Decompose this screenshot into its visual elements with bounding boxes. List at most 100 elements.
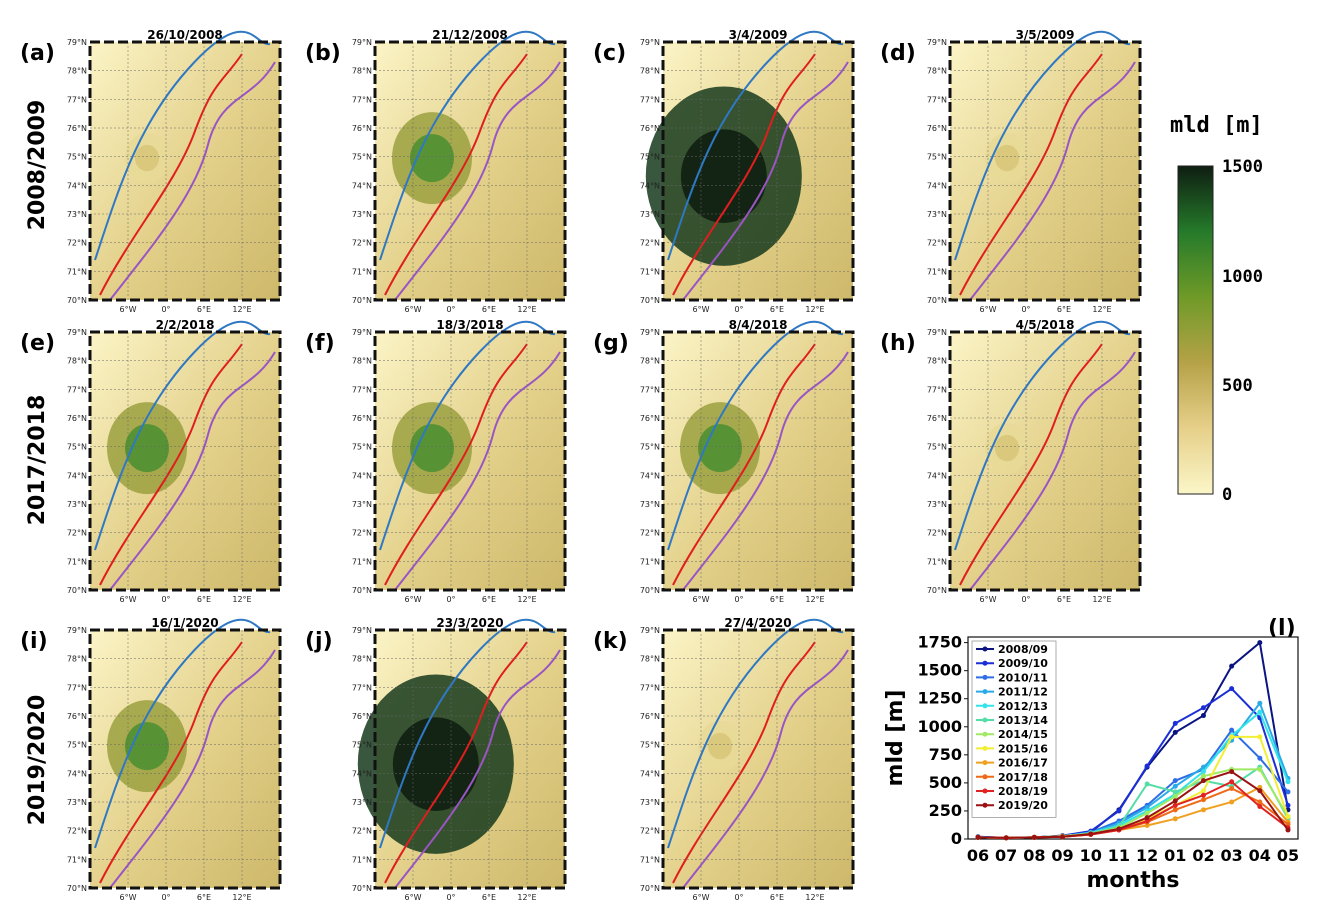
map-panel-4: (d) 3/5/2009 79°N 78°N 77°N 76°N 75°N 74°N 73°N 7…: [880, 30, 1190, 318]
lat-tick-label: 74°N: [352, 471, 372, 480]
series-point: [1257, 803, 1263, 809]
lat-tick-label: 70°N: [352, 296, 372, 305]
lat-tick-label: 78°N: [640, 67, 660, 76]
map-svg-1: (a) 26/10/2008 79°N 78°N 77°N 76°N 75°N 74°N 73°…: [20, 30, 282, 314]
ice-edge-line-blue: [94, 618, 271, 849]
front-line-red: [672, 641, 816, 884]
mld-core: [698, 424, 742, 473]
ice-edge-line-blue: [379, 30, 556, 261]
series-point: [1172, 729, 1178, 735]
lat-tick-label: 70°N: [640, 884, 660, 893]
lat-tick-label: 74°N: [67, 769, 87, 778]
ts-x-tick-label: 04: [1249, 846, 1271, 865]
legend-marker: [982, 802, 988, 808]
legend-label: 2019/20: [998, 799, 1048, 812]
lat-tick-label: 73°N: [927, 210, 947, 219]
series-point: [1285, 814, 1291, 820]
lat-tick-label: 77°N: [352, 385, 372, 394]
lat-tick-label: 73°N: [67, 798, 87, 807]
lat-tick-label: 71°N: [67, 267, 87, 276]
lat-tick-label: 79°N: [67, 38, 87, 47]
lat-tick-label: 78°N: [352, 67, 372, 76]
lat-tick-label: 79°N: [927, 38, 947, 47]
series-point: [1172, 802, 1178, 808]
lat-tick-label: 76°N: [67, 414, 87, 423]
lat-tick-label: 75°N: [927, 153, 947, 162]
lat-tick-label: 73°N: [352, 500, 372, 509]
lat-tick-label: 70°N: [352, 884, 372, 893]
map-svg-9: (i) 16/1/2020 79°N 78°N 77°N 76°N 75°N 74°N 73°N…: [20, 618, 282, 902]
lon-tick-label: 6°W: [980, 305, 997, 314]
lon-tick-label: 0°: [446, 595, 455, 604]
lon-tick-label: 0°: [734, 595, 743, 604]
lat-tick-label: 76°N: [67, 712, 87, 721]
series-point: [1200, 797, 1206, 803]
lat-tick-label: 79°N: [67, 626, 87, 635]
panel-title: 3/5/2009: [1016, 30, 1075, 42]
legend-marker: [982, 646, 988, 652]
lat-tick-label: 77°N: [927, 385, 947, 394]
front-line-purple: [394, 649, 561, 889]
legend-label: 2013/14: [998, 714, 1048, 727]
legend-marker: [982, 689, 988, 695]
lat-tick-label: 70°N: [67, 296, 87, 305]
row-labels-svg: 2008/2009 2017/2018 2019/2020: [25, 100, 50, 826]
lon-tick-label: 6°W: [693, 305, 710, 314]
lon-tick-label: 0°: [1021, 595, 1030, 604]
lon-tick-label: 6°W: [120, 893, 137, 902]
ts-x-axis-label: months: [1087, 868, 1180, 893]
lat-tick-label: 75°N: [352, 153, 372, 162]
lat-tick-label: 72°N: [640, 529, 660, 538]
map-svg-4: (d) 3/5/2009 79°N 78°N 77°N 76°N 75°N 74°N 73°N 7…: [880, 30, 1142, 314]
lon-tick-label: 6°E: [770, 893, 784, 902]
lon-tick-label: 0°: [734, 893, 743, 902]
ts-x-tick-label: 02: [1192, 846, 1214, 865]
series-point: [1144, 810, 1150, 816]
series-point: [1200, 778, 1206, 784]
lat-tick-label: 71°N: [927, 267, 947, 276]
lon-tick-label: 6°W: [693, 893, 710, 902]
legend-label: 2014/15: [998, 728, 1048, 741]
series-point: [1200, 764, 1206, 770]
lat-tick-label: 77°N: [640, 95, 660, 104]
lat-tick-label: 77°N: [352, 683, 372, 692]
lat-tick-label: 79°N: [640, 38, 660, 47]
series-point: [1229, 779, 1235, 785]
map-panel-6: (f) 18/3/2018 79°N 78°N 77°N 76°N 75°N 74°N 73°N…: [305, 320, 615, 608]
panel-title: 16/1/2020: [151, 618, 218, 630]
panel-letter: (j): [305, 629, 333, 654]
lat-tick-label: 70°N: [640, 296, 660, 305]
map-svg-10: (j) 23/3/2020 79°N 78°N 77°N 76°N 75°N 74°N 73°N…: [305, 618, 567, 902]
panel-title: 18/3/2018: [436, 320, 503, 332]
lat-tick-label: 77°N: [352, 95, 372, 104]
panel-letter: (h): [880, 331, 916, 356]
row-label-2: 2017/2018: [25, 395, 50, 526]
lat-tick-label: 73°N: [67, 210, 87, 219]
ice-edge-line-blue: [94, 30, 271, 261]
ts-y-tick-label: 1750: [917, 633, 962, 652]
lat-tick-label: 72°N: [67, 529, 87, 538]
lat-tick-label: 76°N: [927, 124, 947, 133]
series-point: [1200, 788, 1206, 794]
legend-label: 2010/11: [998, 671, 1048, 684]
front-line-purple: [682, 351, 849, 591]
lon-tick-label: 12°E: [232, 595, 251, 604]
lat-tick-label: 78°N: [640, 655, 660, 664]
front-line-purple: [969, 351, 1136, 591]
map-svg-7: (g) 8/4/2018 79°N 78°N 77°N 76°N 75°N 74°N 73°N 7…: [593, 320, 855, 604]
lon-tick-label: 0°: [161, 893, 170, 902]
map-panel-3: (c) 3/4/2009 79°N 78°N 77°N 76°N 75°N 74°N 73°N 7…: [593, 30, 903, 318]
lat-tick-label: 77°N: [67, 683, 87, 692]
lat-tick-label: 77°N: [67, 95, 87, 104]
lon-tick-label: 12°E: [517, 595, 536, 604]
lat-tick-label: 79°N: [927, 328, 947, 337]
map-svg-8: (h) 4/5/2018 79°N 78°N 77°N 76°N 75°N 74°N 73°N 7…: [880, 320, 1142, 604]
lat-tick-label: 78°N: [640, 357, 660, 366]
map-svg-6: (f) 18/3/2018 79°N 78°N 77°N 76°N 75°N 74°N 73°N…: [305, 320, 567, 604]
lat-tick-label: 72°N: [352, 529, 372, 538]
lat-tick-label: 70°N: [67, 586, 87, 595]
series-point: [1257, 788, 1263, 794]
series-point: [1229, 799, 1235, 805]
lat-tick-label: 79°N: [67, 328, 87, 337]
panel-letter: (e): [20, 331, 55, 356]
